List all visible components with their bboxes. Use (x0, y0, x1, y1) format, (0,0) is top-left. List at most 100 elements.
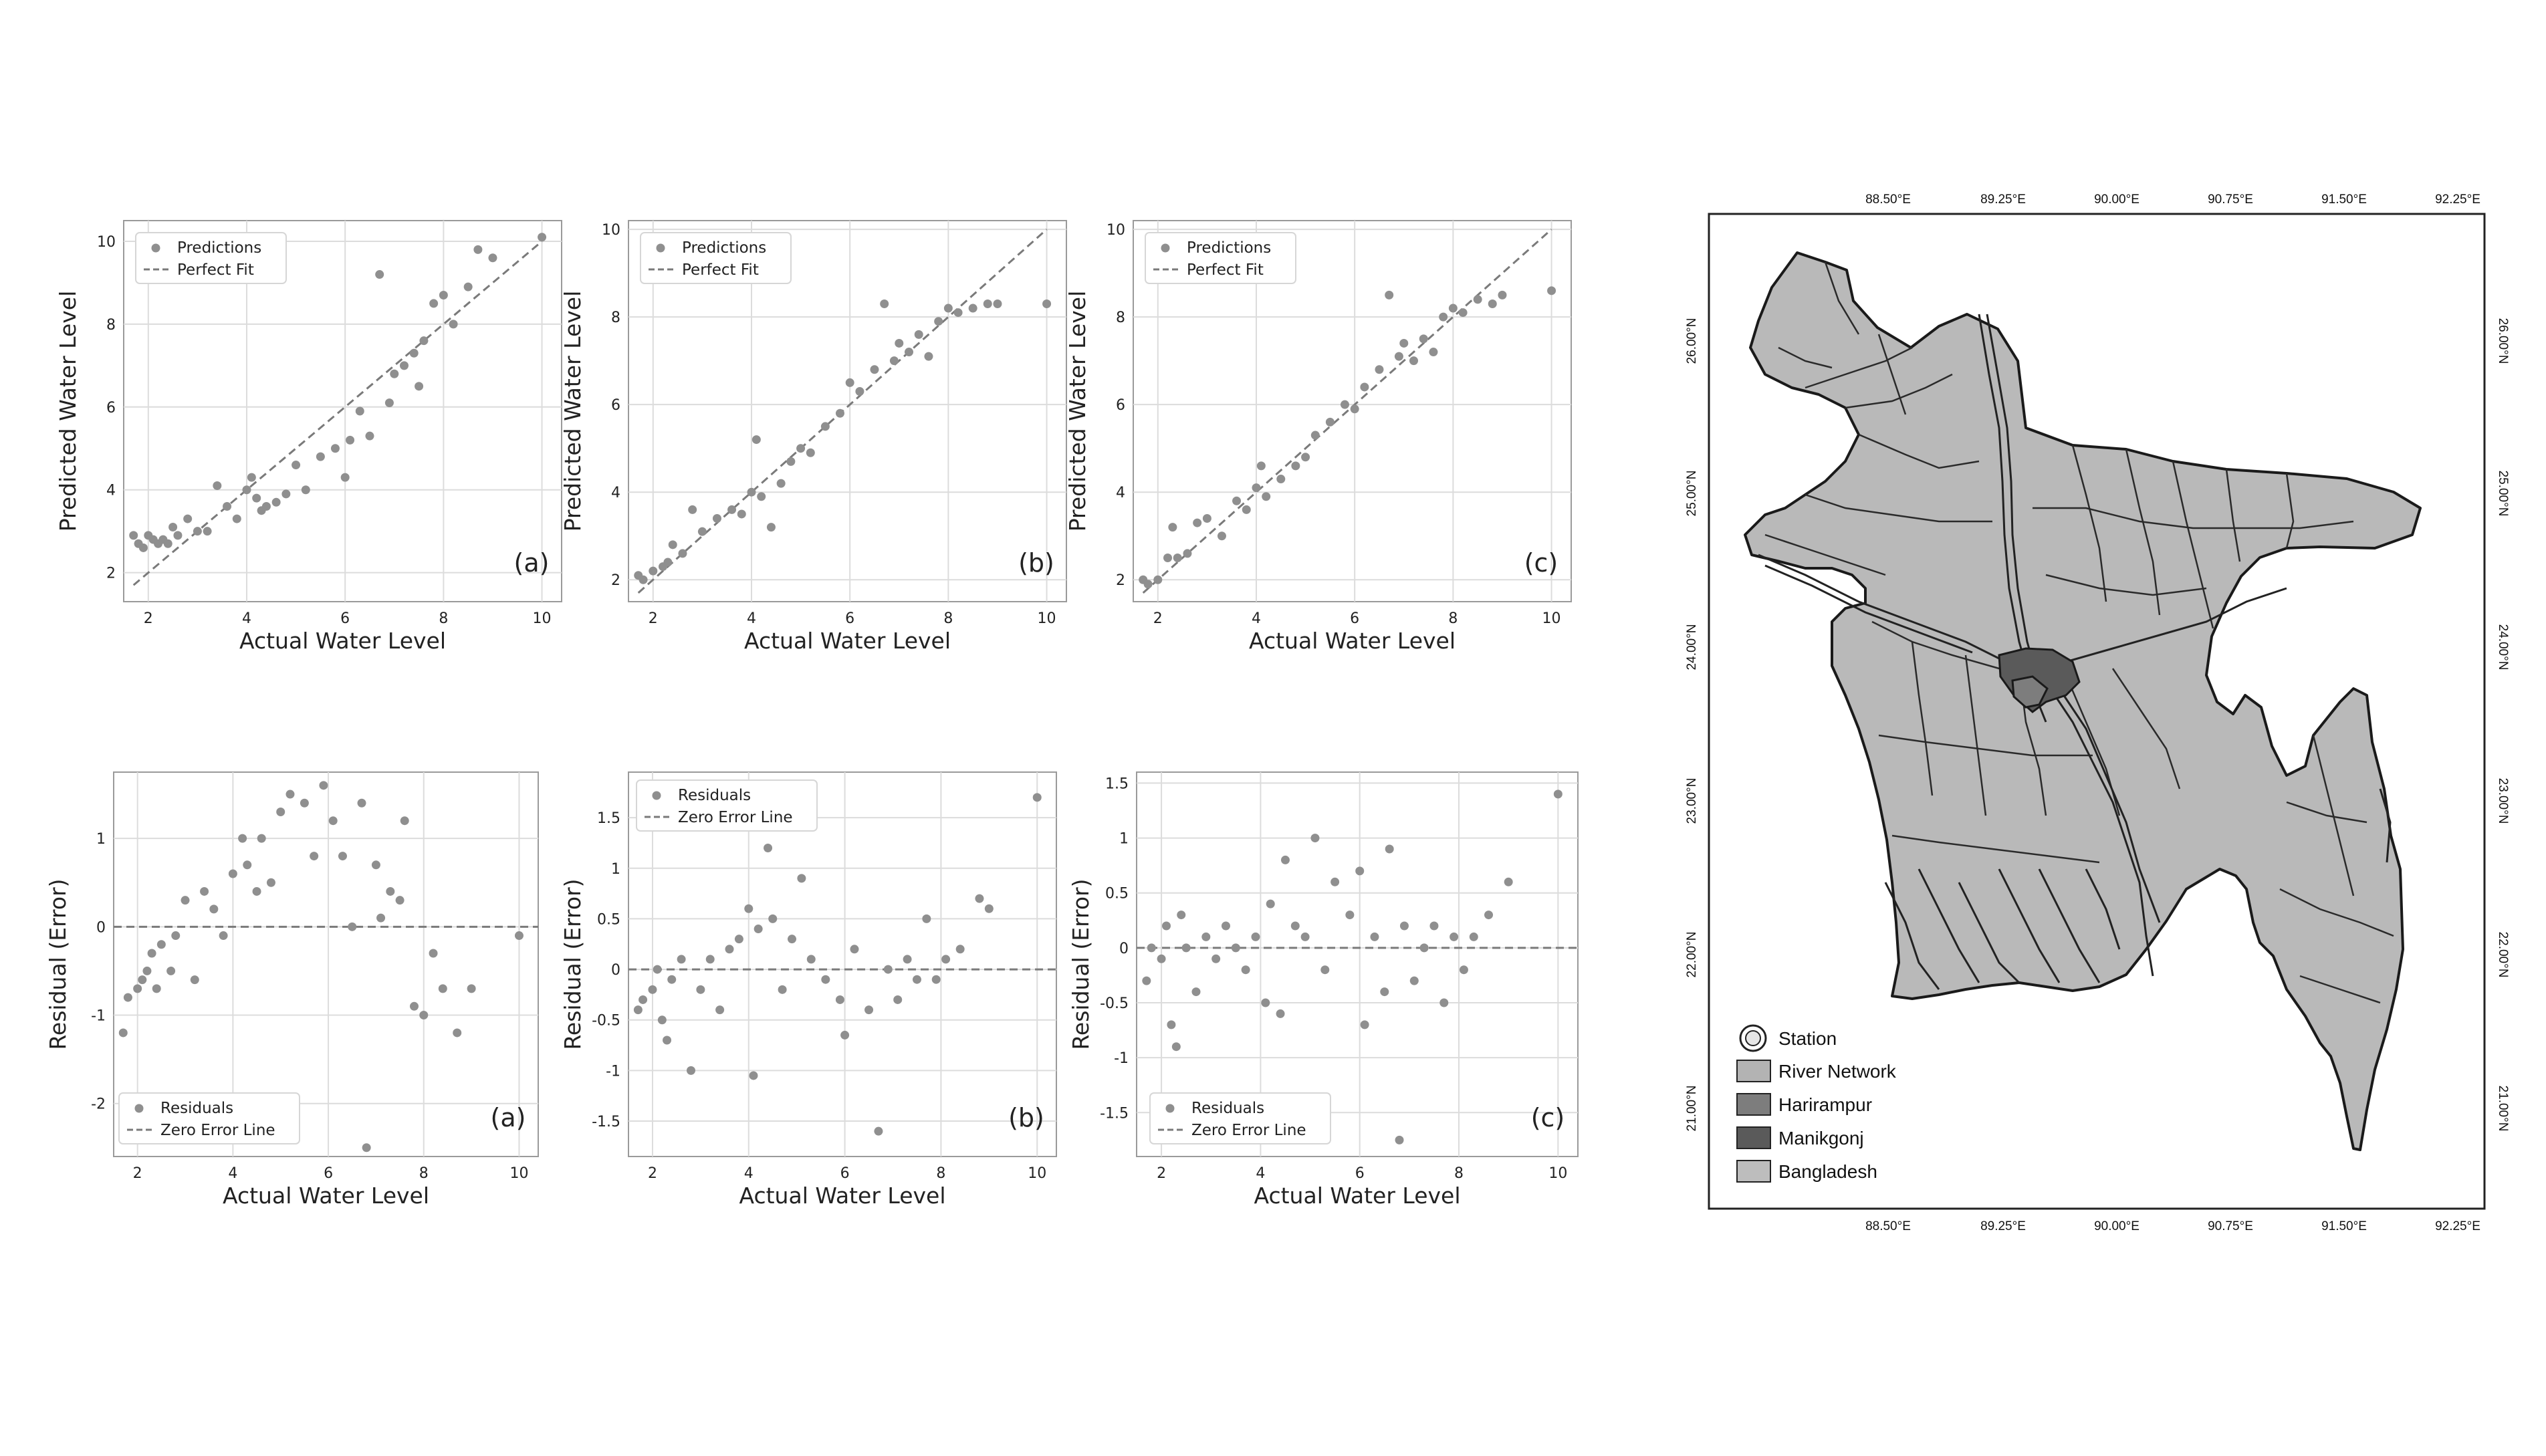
lon-ticks-top: 88.50°E 89.25°E 90.00°E 90.75°E 91.50°E … (1865, 193, 2480, 207)
legend-label: Residuals (678, 787, 751, 804)
legend-box (118, 1092, 300, 1144)
legend-river-network: River Network (1778, 1061, 1897, 1082)
lat-tick-right: 25.00°N (2496, 471, 2510, 517)
data-point (663, 558, 673, 567)
data-point (787, 935, 796, 944)
legend-bangladesh: Bangladesh (1778, 1161, 1877, 1182)
y-tick-label: -1.5 (592, 1114, 620, 1130)
data-point (142, 966, 152, 975)
y-tick-label: 4 (1116, 485, 1125, 501)
x-tick-label: 6 (324, 1165, 333, 1182)
data-point (734, 935, 743, 944)
y-tick-label: 4 (106, 483, 116, 499)
data-point (1242, 505, 1251, 514)
legend-label: Residuals (1191, 1100, 1264, 1117)
plot-area (628, 771, 1057, 1157)
data-point (1262, 492, 1271, 501)
y-axis-label: Predicted Water Level (1064, 291, 1090, 532)
data-point (1191, 987, 1201, 997)
data-point (1395, 1135, 1404, 1144)
data-point (705, 955, 715, 964)
legend-swatch-harirampur (1736, 1093, 1771, 1116)
data-point (778, 985, 787, 994)
data-point (271, 497, 281, 507)
data-point (1330, 877, 1340, 886)
legend-label: Perfect Fit (682, 261, 759, 279)
data-point (203, 527, 212, 536)
data-point (166, 966, 176, 975)
chart-legend: Residuals Zero Error Line (636, 779, 818, 832)
y-axis-label: Predicted Water Level (560, 291, 586, 532)
data-point (281, 489, 291, 499)
data-point (633, 1005, 643, 1015)
data-point (386, 886, 395, 896)
data-point (639, 575, 648, 584)
reference-line (1142, 228, 1552, 594)
data-point (439, 291, 448, 300)
x-axis-label: Actual Water Level (1254, 1183, 1460, 1209)
legend-station: Station (1778, 1028, 1837, 1049)
data-point (1310, 431, 1320, 440)
chart-legend: Predictions Perfect Fit (640, 232, 792, 284)
data-point (1241, 965, 1250, 975)
legend-label: Perfect Fit (1187, 261, 1264, 279)
data-point (870, 365, 879, 374)
harirampur-region (2011, 675, 2049, 709)
data-point (1448, 304, 1458, 313)
x-tick-label: 2 (144, 610, 153, 627)
y-tick-label: -1.5 (1100, 1105, 1129, 1122)
data-point (419, 1011, 429, 1020)
data-point (252, 886, 261, 896)
lon-tick-bottom: 89.25°E (1980, 1219, 2026, 1233)
x-axis-label: Actual Water Level (1249, 628, 1456, 654)
x-tick-label: 4 (1256, 1165, 1265, 1182)
lat-ticks-left: 26.00°N 25.00°N 24.00°N 23.00°N 22.00°N … (1685, 318, 1699, 1132)
data-point (648, 985, 657, 994)
y-axis-label: Residual (Error) (560, 878, 586, 1050)
legend-harirampur: Harirampur (1778, 1094, 1872, 1115)
legend-label: Zero Error Line (160, 1122, 275, 1139)
y-tick-label: -2 (91, 1096, 106, 1113)
data-point (737, 509, 746, 519)
data-point (1385, 290, 1394, 299)
data-point (1261, 998, 1270, 1007)
y-tick-label: 10 (1107, 222, 1125, 239)
lon-tick-top: 92.25°E (2435, 193, 2480, 207)
data-point (1193, 518, 1202, 527)
lon-tick-top: 91.50°E (2321, 193, 2367, 207)
x-tick-label: 2 (1153, 610, 1163, 627)
data-point (796, 444, 806, 453)
data-point (757, 492, 766, 501)
data-point (1504, 877, 1513, 886)
data-point (228, 869, 237, 878)
legend-label: Zero Error Line (1191, 1122, 1306, 1139)
data-point (190, 975, 199, 985)
data-point (399, 361, 409, 370)
data-point (821, 975, 830, 984)
data-point (171, 931, 181, 941)
data-point (118, 1028, 128, 1038)
y-tick-label: 6 (1116, 397, 1125, 414)
station-icon (1739, 1024, 1767, 1052)
data-point (1221, 921, 1230, 931)
data-point (340, 473, 350, 482)
data-point (1439, 998, 1449, 1007)
data-point (285, 790, 295, 799)
data-point (1409, 356, 1418, 366)
data-point (1161, 921, 1171, 931)
chart-legend: Residuals Zero Error Line (1149, 1092, 1331, 1144)
x-tick-label: 8 (936, 1165, 945, 1182)
legend-marker-points (1161, 243, 1170, 253)
data-point (806, 448, 815, 457)
data-point (1345, 911, 1355, 920)
data-point (395, 896, 404, 905)
legend-box (1145, 232, 1296, 284)
data-point (696, 985, 705, 994)
data-point (371, 860, 380, 870)
x-tick-label: 6 (1355, 1165, 1365, 1182)
data-point (845, 378, 854, 387)
data-point (1473, 295, 1482, 304)
data-point (173, 531, 183, 540)
x-tick-label: 4 (242, 610, 251, 627)
data-point (147, 949, 156, 958)
